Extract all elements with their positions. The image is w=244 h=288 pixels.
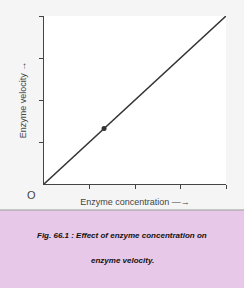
- svg-text:Enzyme concentration —→: Enzyme concentration —→: [80, 197, 190, 207]
- svg-text:O: O: [27, 189, 36, 201]
- svg-text:Enzyme velocity →: Enzyme velocity →: [18, 62, 28, 139]
- svg-text:enzyme velocity.: enzyme velocity.: [91, 256, 154, 265]
- svg-text:Fig. 66.1 : Effect of enzyme c: Fig. 66.1 : Effect of enzyme concentrati…: [37, 231, 207, 240]
